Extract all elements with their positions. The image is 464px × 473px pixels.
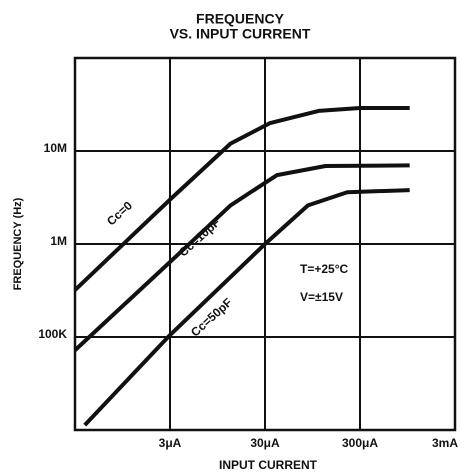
- annotation: T=+25°C: [300, 262, 348, 276]
- series-label: Cc=10pF: [176, 215, 223, 259]
- y-axis-label: FREQUENCY (Hz): [12, 197, 24, 290]
- series-label: Cc=0: [104, 198, 135, 228]
- x-tick-label: 300μA: [342, 436, 378, 450]
- y-tick-label: 100K: [38, 327, 67, 341]
- x-axis-label: INPUT CURRENT: [219, 458, 318, 472]
- y-tick-label: 1M: [50, 234, 67, 248]
- annotation: V=±15V: [300, 290, 343, 304]
- series-line: [73, 163, 410, 352]
- series-line: [83, 188, 410, 427]
- y-tick-label: 10M: [44, 141, 67, 155]
- x-tick-label: 3mA: [432, 436, 458, 450]
- chart-title: FREQUENCY: [196, 11, 285, 27]
- x-tick-label: 30μA: [250, 436, 280, 450]
- series-label: Cc=50pF: [188, 295, 235, 339]
- series-line: [73, 105, 410, 292]
- x-tick-label: 3μA: [159, 436, 182, 450]
- chart-title: VS. INPUT CURRENT: [170, 26, 311, 42]
